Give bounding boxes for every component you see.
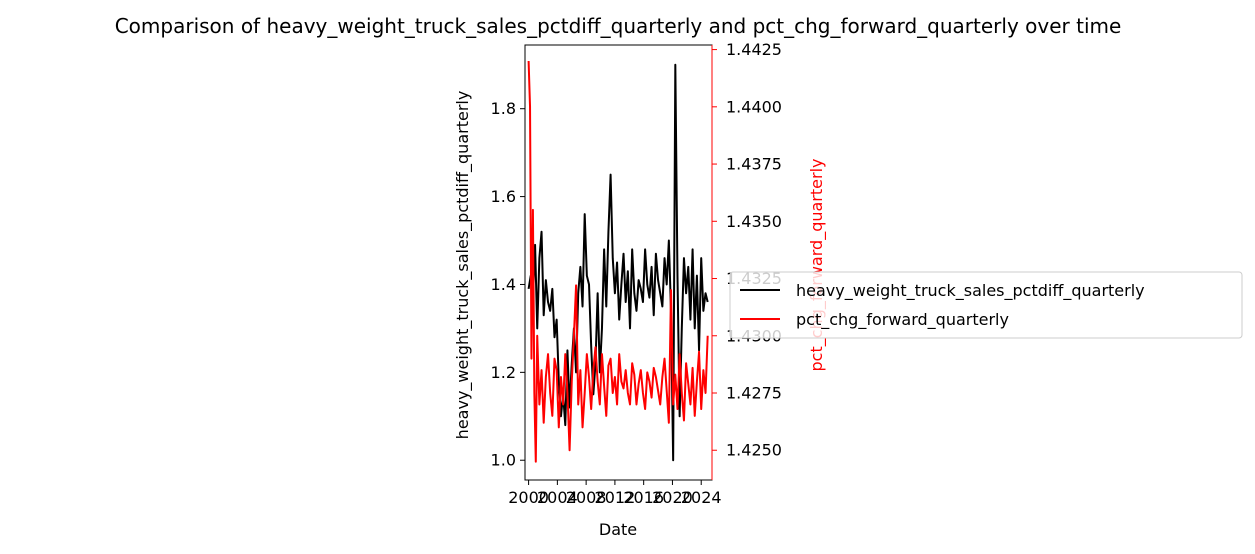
right-y-tick-label: 1.4250 — [726, 441, 782, 460]
right-y-tick-label: 1.4275 — [726, 384, 782, 403]
right-y-tick-label: 1.4350 — [726, 212, 782, 231]
left-y-tick-label: 1.8 — [491, 99, 516, 118]
right-y-tick-label: 1.4375 — [726, 155, 782, 174]
left-y-axis: 1.0 1.2 1.4 1.6 1.8 — [491, 99, 525, 470]
left-y-tick-label: 1.6 — [491, 187, 516, 206]
x-tick-label: 2024 — [681, 488, 722, 507]
left-y-axis-label: heavy_weight_truck_sales_pctdiff_quarter… — [453, 91, 473, 440]
left-y-tick-label: 1.0 — [491, 451, 516, 470]
x-tick-label: 2016 — [623, 488, 664, 507]
x-axis-label: Date — [599, 520, 637, 539]
right-y-tick-label: 1.4425 — [726, 40, 782, 59]
legend-label-left-series: heavy_weight_truck_sales_pctdiff_quarter… — [796, 281, 1145, 301]
chart-title: Comparison of heavy_weight_truck_sales_p… — [115, 14, 1122, 38]
right-y-axis-label: pct_chg_forward_quarterly — [807, 159, 827, 372]
x-tick-label: 2000 — [508, 488, 549, 507]
x-tick-label: 2008 — [566, 488, 607, 507]
x-tick-label: 2004 — [537, 488, 578, 507]
series-layer — [527, 60, 709, 463]
legend-label-right-series: pct_chg_forward_quarterly — [796, 310, 1009, 330]
x-tick-label: 2012 — [595, 488, 636, 507]
right-y-tick-label: 1.4400 — [726, 97, 782, 116]
legend-box — [729, 271, 1243, 339]
left-y-tick-label: 1.2 — [491, 363, 516, 382]
series-line-heavy-weight-truck-sales — [527, 63, 709, 462]
legend: heavy_weight_truck_sales_pctdiff_quarter… — [729, 271, 1243, 339]
series-line-pct-chg-forward — [527, 60, 709, 463]
x-tick-label: 2020 — [652, 488, 693, 507]
left-y-tick-label: 1.4 — [491, 275, 516, 294]
right-y-axis: 1.42501.42751.43001.43251.43501.43751.44… — [712, 40, 782, 460]
